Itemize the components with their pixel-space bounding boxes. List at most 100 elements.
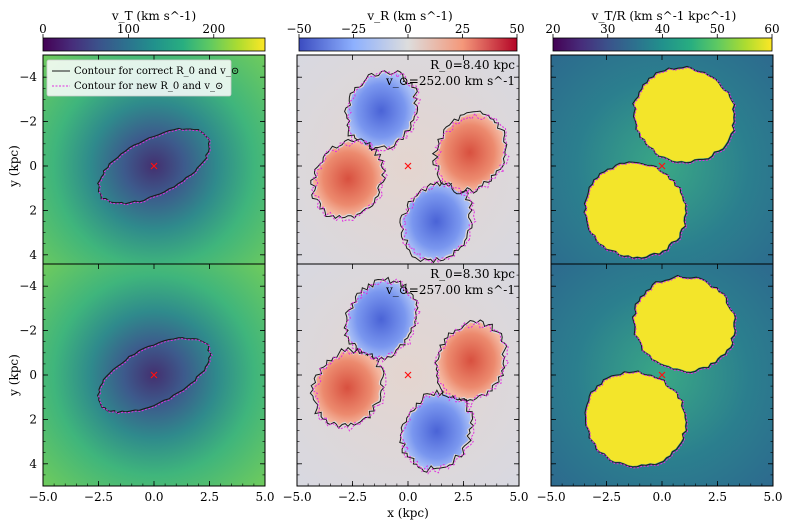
vr-lobe xyxy=(312,141,384,217)
colorbar-tick-label: 40 xyxy=(655,22,670,36)
y-axis-label-top: y (kpc) xyxy=(7,145,21,188)
center-marker xyxy=(150,162,158,170)
colorbar-vt-label: v_T (km s^-1) xyxy=(111,9,196,23)
center-marker xyxy=(404,162,412,170)
x-tick-label: −2.5 xyxy=(84,490,113,504)
contour-new xyxy=(345,278,422,363)
panel-vr-bottom: R_0=8.30 kpc v_⊙=257.00 km s^-1 −5.0 −2.5 0.… xyxy=(282,263,529,504)
legend-box xyxy=(46,59,232,97)
contour-new xyxy=(98,128,212,206)
annotation-text: v_⊙=257.00 km s^-1 xyxy=(385,283,515,297)
vr-lobe xyxy=(401,392,472,470)
x-tick-label: −5.0 xyxy=(28,490,57,504)
contour-new xyxy=(584,162,688,260)
y-tick-label: −4 xyxy=(19,279,37,293)
x-tick-label: −2.5 xyxy=(592,490,621,504)
colorbar-tick-label: 25 xyxy=(455,22,470,36)
legend: Contour for correct R_0 and v_⊙ Contour f… xyxy=(46,59,239,97)
y-tick-label: 2 xyxy=(29,203,37,217)
vr-lobe xyxy=(437,322,505,399)
contour-new xyxy=(632,275,738,375)
contour-correct xyxy=(583,161,687,259)
center-marker xyxy=(658,162,666,170)
colorbar-tick-label: 50 xyxy=(710,22,725,36)
contour-correct xyxy=(344,70,419,152)
annotation-text: R_0=8.40 kpc xyxy=(430,58,515,72)
contour-new xyxy=(434,112,510,197)
contour-correct xyxy=(584,370,688,468)
y-tick-label: −2 xyxy=(19,115,37,129)
contour-new xyxy=(98,338,213,415)
contour-correct xyxy=(310,138,387,219)
colorbar-vt-bar xyxy=(42,37,266,52)
colorbar-tick-label: 20 xyxy=(545,22,560,36)
colorbar-omega-label: v_T/R (km s^-1 kpc^-1) xyxy=(591,9,737,23)
contour-correct xyxy=(434,319,508,402)
x-tick-label: 5.0 xyxy=(763,490,782,504)
colorbar-tick-label: 200 xyxy=(202,22,225,36)
vr-lobe xyxy=(312,349,382,426)
colorbar-vr: v_R (km s^-1) −50 −25 0 25 50 xyxy=(286,9,525,52)
contour-new xyxy=(633,66,737,165)
omega-lobe xyxy=(585,162,686,258)
x-tick-label: −5.0 xyxy=(282,490,311,504)
panel-omega-top xyxy=(550,54,774,278)
y-tick-label: −4 xyxy=(19,70,37,84)
panel-omega-bottom: −5.0 −2.5 0.0 2.5 5.0 xyxy=(536,263,783,504)
omega-lobe xyxy=(633,67,734,162)
y-tick-label: 4 xyxy=(29,248,37,262)
panel-vt-bottom: −5.0 −2.5 0.0 2.5 5.0 −4 −2 0 2 4 xyxy=(19,263,275,504)
contour-new xyxy=(434,321,510,405)
vr-lobe xyxy=(346,279,416,359)
annotation-text: R_0=8.30 kpc xyxy=(430,267,515,281)
contour-new xyxy=(400,180,477,264)
legend-entry: Contour for new R_0 and v_⊙ xyxy=(74,81,223,92)
colorbar-tick-label: 30 xyxy=(600,22,615,36)
omega-lobe xyxy=(633,276,735,372)
omega-lobe xyxy=(586,371,686,466)
colorbar-vr-ticks: −50 −25 0 25 50 xyxy=(286,22,525,38)
y-tick-label: 0 xyxy=(29,368,37,382)
y-tick-label: −2 xyxy=(19,324,37,338)
x-tick-label: 2.5 xyxy=(708,490,727,504)
x-tick-label: 0.0 xyxy=(398,490,417,504)
colorbar-tick-label: 0 xyxy=(404,22,412,36)
colorbar-tick-label: 50 xyxy=(509,22,524,36)
center-marker xyxy=(658,371,666,379)
colorbar-tick-label: −25 xyxy=(341,22,366,36)
annotation-text: v_⊙=252.00 km s^-1 xyxy=(385,74,515,88)
colorbar-omega-bar xyxy=(552,37,773,52)
colorbar-vt-ticks: 0 100 200 xyxy=(39,22,225,38)
legend-entry: Contour for correct R_0 and v_⊙ xyxy=(74,66,239,77)
contour-new xyxy=(346,70,421,153)
contour-correct xyxy=(309,346,385,429)
y-tick-label: 4 xyxy=(29,457,37,471)
x-tick-label: 2.5 xyxy=(454,490,473,504)
y-axis-label-bottom: y (kpc) xyxy=(7,354,21,397)
y-tick-label: 0 xyxy=(29,159,37,173)
colorbar-omega-ticks: 20 30 40 50 60 xyxy=(545,22,780,38)
colorbar-tick-label: 60 xyxy=(764,22,779,36)
x-tick-label: 5.0 xyxy=(509,490,528,504)
x-tick-label: −2.5 xyxy=(338,490,367,504)
colorbar-tick-label: 100 xyxy=(117,22,140,36)
x-axis-label: x (kpc) xyxy=(387,506,429,520)
x-tick-label: 5.0 xyxy=(255,490,274,504)
vr-lobe xyxy=(402,182,471,261)
colorbar-vt: v_T (km s^-1) 0 100 200 xyxy=(39,9,266,52)
vr-lobe xyxy=(346,72,416,149)
center-marker xyxy=(404,371,412,379)
colorbar-omega: v_T/R (km s^-1 kpc^-1) 20 30 40 50 60 xyxy=(545,9,780,52)
colorbar-tick-label: 0 xyxy=(39,22,47,36)
x-tick-label: 2.5 xyxy=(200,490,219,504)
center-marker xyxy=(150,371,158,379)
contour-new xyxy=(312,347,387,432)
contour-correct xyxy=(343,276,419,362)
x-tick-label: 0.0 xyxy=(652,490,671,504)
contour-new xyxy=(585,371,689,469)
colorbar-vr-label: v_R (km s^-1) xyxy=(366,9,452,23)
x-tick-label: −5.0 xyxy=(536,490,565,504)
contour-correct xyxy=(399,389,475,473)
